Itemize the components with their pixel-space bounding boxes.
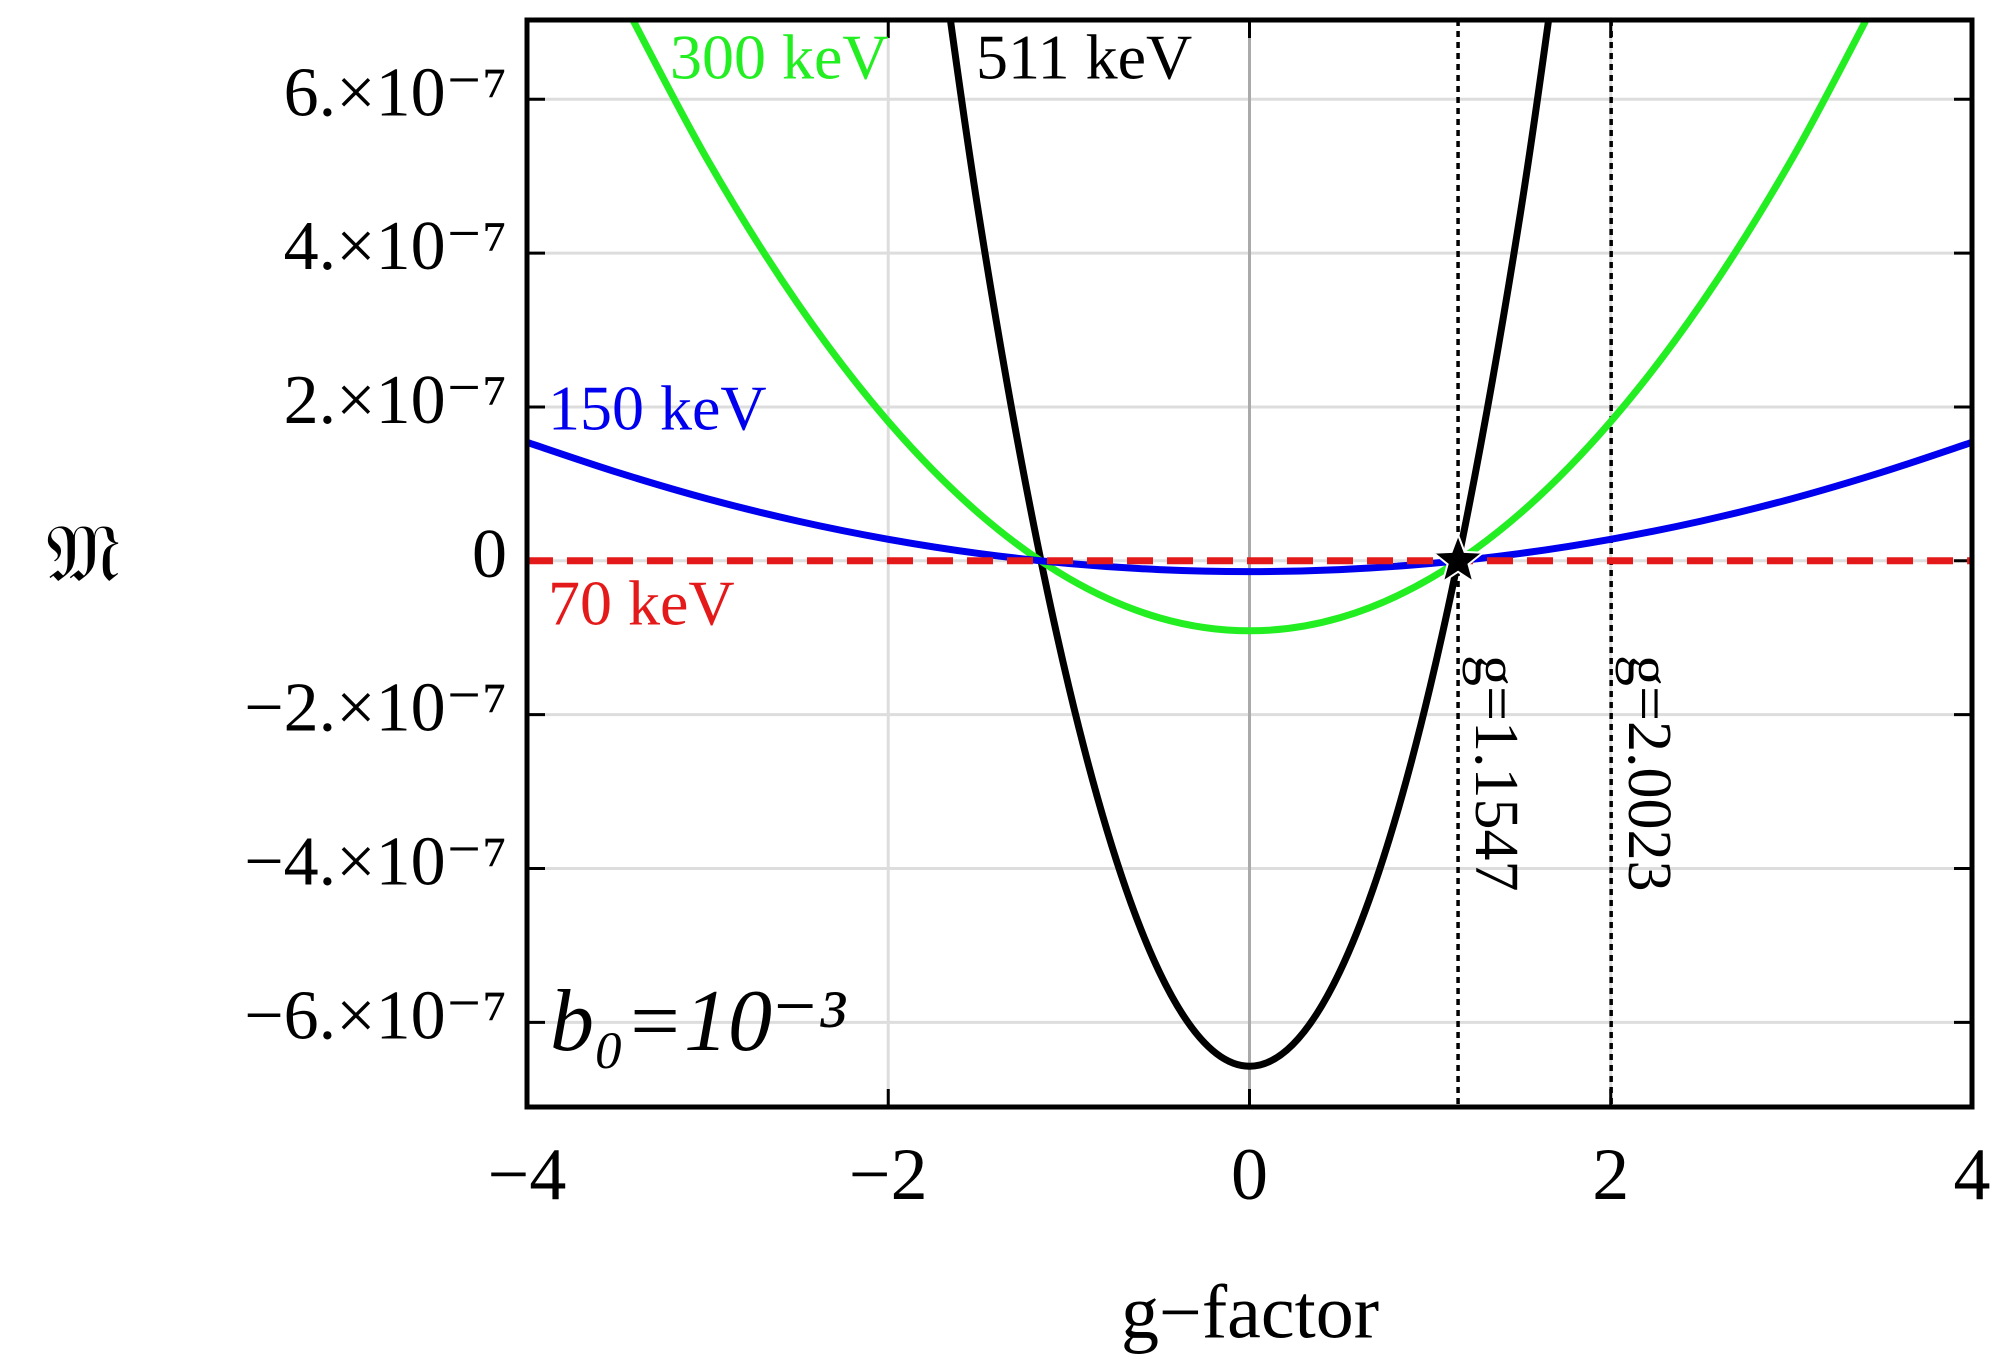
series-line — [946, 20, 1553, 1070]
y-tick-label: −6.×10⁻⁷ — [244, 977, 507, 1054]
series-label: 70 keV — [548, 568, 735, 639]
series-label: 511 keV — [976, 22, 1192, 93]
annotation: b₀=10⁻³ — [550, 973, 846, 1070]
x-tick-label: −2 — [849, 1134, 928, 1216]
reference-label: g=2.0023 — [1615, 655, 1683, 891]
y-tick-label: 4.×10⁻⁷ — [284, 208, 507, 285]
x-tick-label: 0 — [1231, 1134, 1268, 1216]
x-axis-label: g−factor — [1121, 1270, 1379, 1354]
reference-label: g=1.1547 — [1462, 655, 1530, 891]
y-tick-label: −4.×10⁻⁷ — [244, 824, 507, 901]
x-tick-label: 4 — [1954, 1134, 1991, 1216]
y-tick-label: −2.×10⁻⁷ — [244, 670, 507, 747]
y-axis-label: 𝔐 — [46, 510, 120, 598]
y-tick-label: 2.×10⁻⁷ — [284, 362, 507, 439]
star-marker — [1430, 531, 1486, 585]
x-tick-label: 2 — [1592, 1134, 1629, 1216]
plot-frame — [524, 17, 1975, 1110]
y-tick-label: 0 — [472, 516, 507, 593]
y-tick-label: 6.×10⁻⁷ — [284, 54, 507, 131]
series-label: 300 keV — [670, 22, 889, 93]
series-line — [527, 439, 1972, 576]
x-tick-label: −4 — [488, 1134, 567, 1216]
series-label: 150 keV — [548, 373, 767, 444]
series-line — [628, 20, 1871, 635]
plot-area — [527, 20, 1972, 1070]
